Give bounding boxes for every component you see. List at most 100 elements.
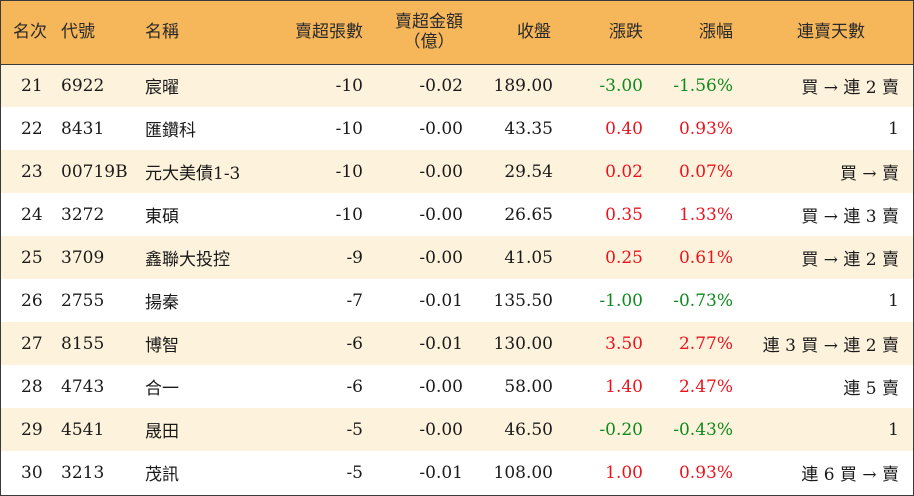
cell-change: 0.35 bbox=[605, 204, 643, 225]
header-sell-amount-line2: （億） bbox=[403, 32, 455, 53]
cell-rank: 29 bbox=[21, 419, 43, 440]
cell-code: 3709 bbox=[61, 247, 105, 268]
cell-rank: 25 bbox=[21, 247, 43, 268]
cell-rank: 30 bbox=[21, 462, 43, 483]
cell-change: 0.40 bbox=[605, 118, 643, 139]
cell-change: -3.00 bbox=[599, 75, 643, 96]
cell-sell-lots: -10 bbox=[335, 75, 363, 96]
cell-name: 博智 bbox=[145, 336, 179, 356]
cell-sell-lots: -5 bbox=[346, 462, 363, 483]
cell-consecutive-sell-days: 連 5 賣 bbox=[843, 379, 899, 399]
cell-change: 1.40 bbox=[605, 376, 643, 397]
cell-sell-amount: -0.00 bbox=[419, 204, 463, 225]
cell-change-pct: -1.56% bbox=[673, 75, 733, 96]
cell-name: 匯鑽科 bbox=[145, 121, 196, 141]
cell-close: 26.65 bbox=[504, 204, 553, 225]
cell-rank: 24 bbox=[21, 204, 43, 225]
cell-sell-lots: -9 bbox=[346, 247, 363, 268]
cell-consecutive-sell-days: 連 3 買 → 連 2 賣 bbox=[762, 336, 899, 356]
cell-rank: 28 bbox=[21, 376, 43, 397]
cell-close: 108.00 bbox=[493, 462, 553, 483]
cell-code: 6922 bbox=[61, 75, 105, 96]
cell-code: 8431 bbox=[61, 118, 105, 139]
cell-name: 晟田 bbox=[145, 422, 179, 442]
cell-code: 2755 bbox=[61, 290, 105, 311]
cell-close: 41.05 bbox=[504, 247, 553, 268]
cell-change: 1.00 bbox=[605, 462, 643, 483]
header-close: 收盤 bbox=[479, 1, 569, 65]
cell-name: 合一 bbox=[145, 379, 179, 399]
cell-change: 0.25 bbox=[605, 247, 643, 268]
header-row: 名次 代號 名稱 賣超張數 賣超金額 （億） 收盤 漲跌 漲幅 連賣天數 bbox=[1, 1, 913, 65]
cell-change-pct: -0.43% bbox=[673, 419, 733, 440]
cell-sell-lots: -10 bbox=[335, 118, 363, 139]
header-rank: 名次 bbox=[1, 1, 57, 65]
table-row: 30 3213 茂訊 -5 -0.01 108.00 1.00 0.93% 連 6 買 → 賣 bbox=[1, 451, 913, 494]
cell-rank: 27 bbox=[21, 333, 43, 354]
header-sell-amount: 賣超金額 （億） bbox=[379, 1, 479, 65]
cell-consecutive-sell-days: 買 → 連 2 賣 bbox=[801, 78, 899, 99]
cell-change-pct: -0.73% bbox=[673, 290, 733, 311]
cell-consecutive-sell-days: 買 → 連 2 賣 bbox=[801, 250, 899, 270]
cell-sell-lots: -10 bbox=[335, 161, 363, 182]
cell-consecutive-sell-days: 買 → 賣 bbox=[839, 164, 899, 184]
cell-code: 8155 bbox=[61, 333, 105, 354]
cell-close: 135.50 bbox=[493, 290, 553, 311]
header-code: 代號 bbox=[57, 1, 141, 65]
cell-sell-amount: -0.00 bbox=[419, 247, 463, 268]
cell-close: 43.35 bbox=[504, 118, 553, 139]
header-change-pct: 漲幅 bbox=[659, 1, 749, 65]
table-row: 21 6922 宸曜 -10 -0.02 189.00 -3.00 -1.56% 買 → 連 2… bbox=[1, 64, 913, 107]
cell-sell-amount: -0.00 bbox=[419, 161, 463, 182]
cell-code: 3213 bbox=[61, 462, 105, 483]
cell-code: 3272 bbox=[61, 204, 105, 225]
cell-close: 130.00 bbox=[493, 333, 553, 354]
cell-close: 189.00 bbox=[493, 75, 553, 96]
cell-consecutive-sell-days: 買 → 連 3 賣 bbox=[801, 207, 899, 227]
cell-change-pct: 0.93% bbox=[678, 462, 733, 483]
cell-name: 宸曜 bbox=[145, 78, 179, 99]
cell-change-pct: 0.93% bbox=[678, 118, 733, 139]
cell-name: 揚秦 bbox=[145, 293, 179, 313]
header-consecutive-sell-days: 連賣天數 bbox=[749, 1, 913, 65]
cell-sell-amount: -0.01 bbox=[419, 462, 463, 483]
cell-change-pct: 2.77% bbox=[678, 333, 733, 354]
cell-code: 4743 bbox=[61, 376, 105, 397]
header-change: 漲跌 bbox=[569, 1, 659, 65]
cell-change: -1.00 bbox=[599, 290, 643, 311]
cell-rank: 21 bbox=[21, 75, 43, 96]
cell-sell-amount: -0.01 bbox=[419, 333, 463, 354]
cell-consecutive-sell-days: 1 bbox=[888, 419, 899, 440]
cell-rank: 23 bbox=[21, 161, 43, 182]
cell-change: 0.02 bbox=[605, 161, 643, 182]
cell-consecutive-sell-days: 1 bbox=[888, 290, 899, 311]
header-sell-amount-line1: 賣超金額 bbox=[395, 12, 463, 33]
cell-sell-amount: -0.00 bbox=[419, 376, 463, 397]
cell-change: -0.20 bbox=[599, 419, 643, 440]
table-row: 22 8431 匯鑽科 -10 -0.00 43.35 0.40 0.93% 1 bbox=[1, 107, 913, 150]
cell-change-pct: 2.47% bbox=[678, 376, 733, 397]
cell-sell-lots: -7 bbox=[346, 290, 363, 311]
cell-close: 58.00 bbox=[504, 376, 553, 397]
cell-change: 3.50 bbox=[605, 333, 643, 354]
table-row: 28 4743 合一 -6 -0.00 58.00 1.40 2.47% 連 5 賣 bbox=[1, 365, 913, 408]
cell-name: 元大美債1-3 bbox=[145, 164, 241, 184]
cell-name: 東碩 bbox=[145, 207, 179, 227]
table-row: 29 4541 晟田 -5 -0.00 46.50 -0.20 -0.43% 1 bbox=[1, 408, 913, 451]
cell-change-pct: 0.07% bbox=[678, 161, 733, 182]
cell-sell-amount: -0.01 bbox=[419, 290, 463, 311]
cell-sell-lots: -6 bbox=[346, 333, 363, 354]
table-header: 名次 代號 名稱 賣超張數 賣超金額 （億） 收盤 漲跌 漲幅 連賣天數 bbox=[1, 1, 913, 65]
table-body: 21 6922 宸曜 -10 -0.02 189.00 -3.00 -1.56% 買 → 連 2… bbox=[1, 64, 913, 494]
cell-close: 29.54 bbox=[504, 161, 553, 182]
cell-code: 00719B bbox=[61, 161, 128, 182]
cell-sell-lots: -5 bbox=[346, 419, 363, 440]
cell-sell-lots: -10 bbox=[335, 204, 363, 225]
header-sell-lots: 賣超張數 bbox=[271, 1, 379, 65]
cell-sell-amount: -0.02 bbox=[419, 75, 463, 96]
cell-consecutive-sell-days: 連 6 買 → 賣 bbox=[801, 465, 899, 485]
cell-name: 鑫聯大投控 bbox=[145, 250, 230, 270]
cell-close: 46.50 bbox=[504, 419, 553, 440]
cell-sell-lots: -6 bbox=[346, 376, 363, 397]
